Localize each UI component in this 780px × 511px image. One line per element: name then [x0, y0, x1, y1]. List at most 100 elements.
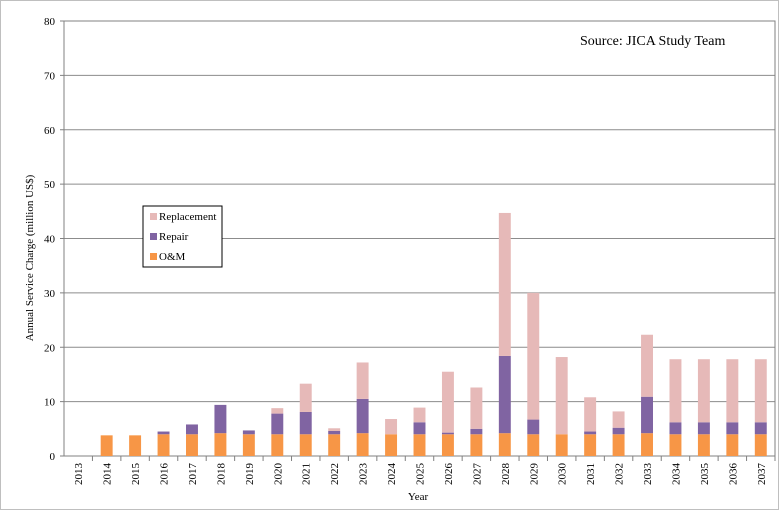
bar-replacement-2027 — [470, 387, 483, 429]
x-tick-label: 2017 — [187, 463, 199, 486]
bar-repair-2029 — [527, 419, 540, 435]
x-tick-label: 2020 — [272, 463, 284, 486]
legend-swatch-o-m — [150, 253, 157, 260]
x-tick-label: 2035 — [699, 463, 711, 486]
x-tick-label: 2025 — [415, 463, 427, 486]
bar-repair-2023 — [356, 398, 369, 434]
bar-o-m-2035 — [697, 434, 710, 456]
bar-repair-2022 — [328, 430, 341, 435]
y-tick-label: 30 — [44, 288, 56, 300]
bar-replacement-2020 — [271, 408, 284, 414]
legend-swatch-repair — [150, 233, 157, 240]
bar-o-m-2022 — [328, 434, 341, 456]
bar-repair-2026 — [441, 432, 454, 435]
gridlines — [64, 20, 775, 403]
bar-o-m-2021 — [299, 434, 312, 456]
source-annotation: Source: JICA Study Team — [580, 34, 725, 49]
y-axis-label: Annual Service Charge (million US$) — [24, 174, 36, 341]
bar-o-m-2025 — [413, 434, 426, 456]
bar-replacement-2026 — [441, 371, 454, 433]
bar-o-m-2027 — [470, 434, 483, 456]
bar-repair-2033 — [641, 396, 653, 434]
bar-replacement-2025 — [413, 407, 426, 423]
y-tick-label: 10 — [44, 397, 56, 409]
y-tick-label: 60 — [44, 125, 56, 137]
x-tick-label: 2028 — [500, 463, 512, 486]
bar-repair-2031 — [584, 431, 597, 435]
bar-replacement-2035 — [697, 359, 710, 423]
bar-o-m-2029 — [527, 434, 540, 456]
x-tick-label: 2033 — [642, 463, 654, 486]
bar-replacement-2030 — [555, 357, 568, 435]
bar-o-m-2032 — [612, 434, 625, 456]
bar-replacement-2036 — [726, 359, 739, 423]
bar-repair-2016 — [157, 431, 170, 435]
legend-label: Replacement — [159, 211, 216, 223]
y-tick-label: 40 — [44, 234, 56, 246]
bar-replacement-2034 — [669, 359, 682, 423]
bar-o-m-2026 — [441, 434, 454, 456]
bar-o-m-2018 — [214, 433, 227, 456]
bar-replacement-2021 — [299, 383, 312, 412]
y-tick-label: 0 — [50, 451, 56, 463]
x-tick-label: 2029 — [528, 463, 540, 486]
y-tick-label: 70 — [44, 70, 56, 82]
bar-repair-2019 — [242, 430, 255, 435]
x-tick-label: 2024 — [386, 463, 398, 486]
legend-label: O&M — [159, 251, 186, 263]
x-tick-label: 2027 — [471, 463, 483, 486]
bar-replacement-2028 — [498, 212, 511, 356]
bar-repair-2035 — [697, 422, 710, 435]
bar-o-m-2037 — [754, 434, 767, 456]
bar-replacement-2022 — [328, 428, 341, 431]
bars — [100, 212, 767, 456]
bar-repair-2017 — [186, 424, 198, 435]
bar-repair-2025 — [413, 422, 426, 435]
bar-repair-2032 — [612, 427, 625, 435]
x-tick-label: 2026 — [443, 463, 455, 486]
bar-repair-2036 — [726, 422, 739, 435]
bar-o-m-2023 — [356, 433, 369, 456]
x-axis-ticks: 2013 2014 2015 2016 2017 2018 2019 2020 2021 2022… — [73, 456, 776, 486]
x-tick-label: 2023 — [358, 463, 370, 486]
bar-o-m-2016 — [157, 434, 170, 456]
bar-replacement-2024 — [385, 419, 398, 435]
bar-repair-2027 — [470, 428, 483, 435]
bar-repair-2037 — [754, 422, 767, 435]
bar-o-m-2030 — [555, 434, 568, 456]
bar-o-m-2036 — [726, 434, 739, 456]
bar-repair-2034 — [669, 422, 682, 435]
y-tick-label: 80 — [44, 16, 56, 28]
bar-replacement-2033 — [641, 334, 653, 397]
bar-replacement-2029 — [527, 292, 540, 420]
bar-repair-2020 — [271, 413, 284, 435]
bar-replacement-2031 — [584, 397, 597, 432]
bar-replacement-2023 — [356, 362, 369, 399]
x-tick-label: 2034 — [670, 463, 682, 486]
bar-o-m-2028 — [498, 433, 511, 456]
bar-replacement-2037 — [754, 359, 767, 423]
legend-swatch-replacement — [150, 213, 157, 220]
x-tick-label: 2036 — [727, 463, 739, 486]
x-tick-label: 2014 — [102, 463, 114, 486]
x-tick-label: 2032 — [614, 463, 626, 485]
bar-o-m-2031 — [584, 434, 597, 456]
bar-o-m-2033 — [641, 433, 653, 456]
x-axis-label: Year — [408, 491, 429, 503]
bar-o-m-2015 — [129, 435, 142, 456]
y-tick-label: 20 — [44, 342, 56, 354]
bar-o-m-2014 — [100, 435, 113, 456]
bar-o-m-2020 — [271, 434, 284, 456]
x-tick-label: 2019 — [244, 463, 256, 486]
y-tick-label: 50 — [44, 179, 56, 191]
bar-o-m-2024 — [385, 434, 398, 456]
x-tick-label: 2037 — [756, 463, 768, 486]
y-axis-ticks: 0 10 20 30 40 50 60 70 80 — [44, 16, 64, 463]
bar-o-m-2019 — [242, 434, 255, 456]
bar-repair-2018 — [214, 404, 227, 434]
bar-o-m-2017 — [186, 434, 198, 456]
x-tick-label: 2022 — [329, 463, 341, 485]
bar-repair-2021 — [299, 411, 312, 435]
bar-replacement-2032 — [612, 411, 625, 428]
